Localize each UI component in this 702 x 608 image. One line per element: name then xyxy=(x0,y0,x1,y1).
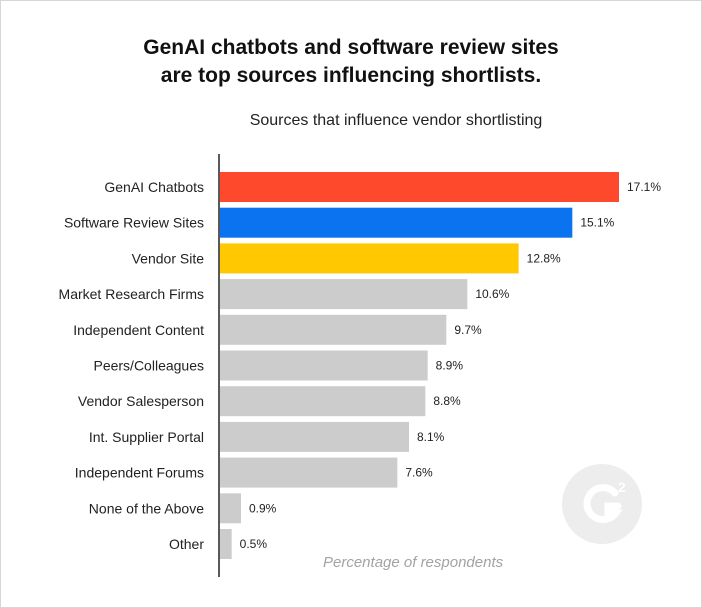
data-label: 10.6% xyxy=(475,287,509,301)
x-axis-label: Percentage of respondents xyxy=(323,554,504,571)
chart-title-line-1: GenAI chatbots and software review sites xyxy=(143,36,559,59)
g2-logo-icon: 2 xyxy=(560,462,644,551)
chart-title: GenAI chatbots and software review sites… xyxy=(0,34,702,90)
category-label: Independent Content xyxy=(73,322,204,338)
data-label: 0.9% xyxy=(249,501,277,515)
category-label: Market Research Firms xyxy=(59,286,204,302)
chart-title-line-2: are top sources influencing shortlists. xyxy=(160,64,542,87)
chart-subtitle: Sources that influence vendor shortlisti… xyxy=(249,112,543,129)
data-label: 17.1% xyxy=(627,180,661,194)
category-label: Other xyxy=(169,536,204,552)
data-label: 9.7% xyxy=(454,323,482,337)
bar xyxy=(220,493,241,524)
data-label: 12.8% xyxy=(527,251,561,265)
bar xyxy=(220,386,426,417)
bar xyxy=(220,421,409,452)
category-label: Software Review Sites xyxy=(64,215,204,231)
category-label: Independent Forums xyxy=(75,465,204,481)
data-label: 0.5% xyxy=(240,537,268,551)
data-label: 8.9% xyxy=(436,359,464,373)
category-label: None of the Above xyxy=(89,500,204,516)
bar xyxy=(220,279,468,310)
bars-group: GenAI Chatbots 17.1% Software Review Sites… xyxy=(59,172,661,559)
bar xyxy=(220,529,232,559)
category-label: Int. Supplier Portal xyxy=(89,429,204,445)
category-label: Vendor Salesperson xyxy=(78,393,204,409)
category-label: Vendor Site xyxy=(132,250,205,266)
bar xyxy=(220,457,398,488)
bar xyxy=(220,243,519,274)
data-label: 15.1% xyxy=(580,216,614,230)
data-label: 8.1% xyxy=(417,430,445,444)
data-label: 8.8% xyxy=(433,394,461,408)
category-label: Peers/Colleagues xyxy=(93,358,204,374)
bar xyxy=(220,172,619,202)
category-label: GenAI Chatbots xyxy=(104,179,204,195)
svg-text:2: 2 xyxy=(618,479,626,495)
bar xyxy=(220,350,428,381)
bar xyxy=(220,207,573,238)
data-label: 7.6% xyxy=(405,466,433,480)
bar xyxy=(220,314,447,345)
